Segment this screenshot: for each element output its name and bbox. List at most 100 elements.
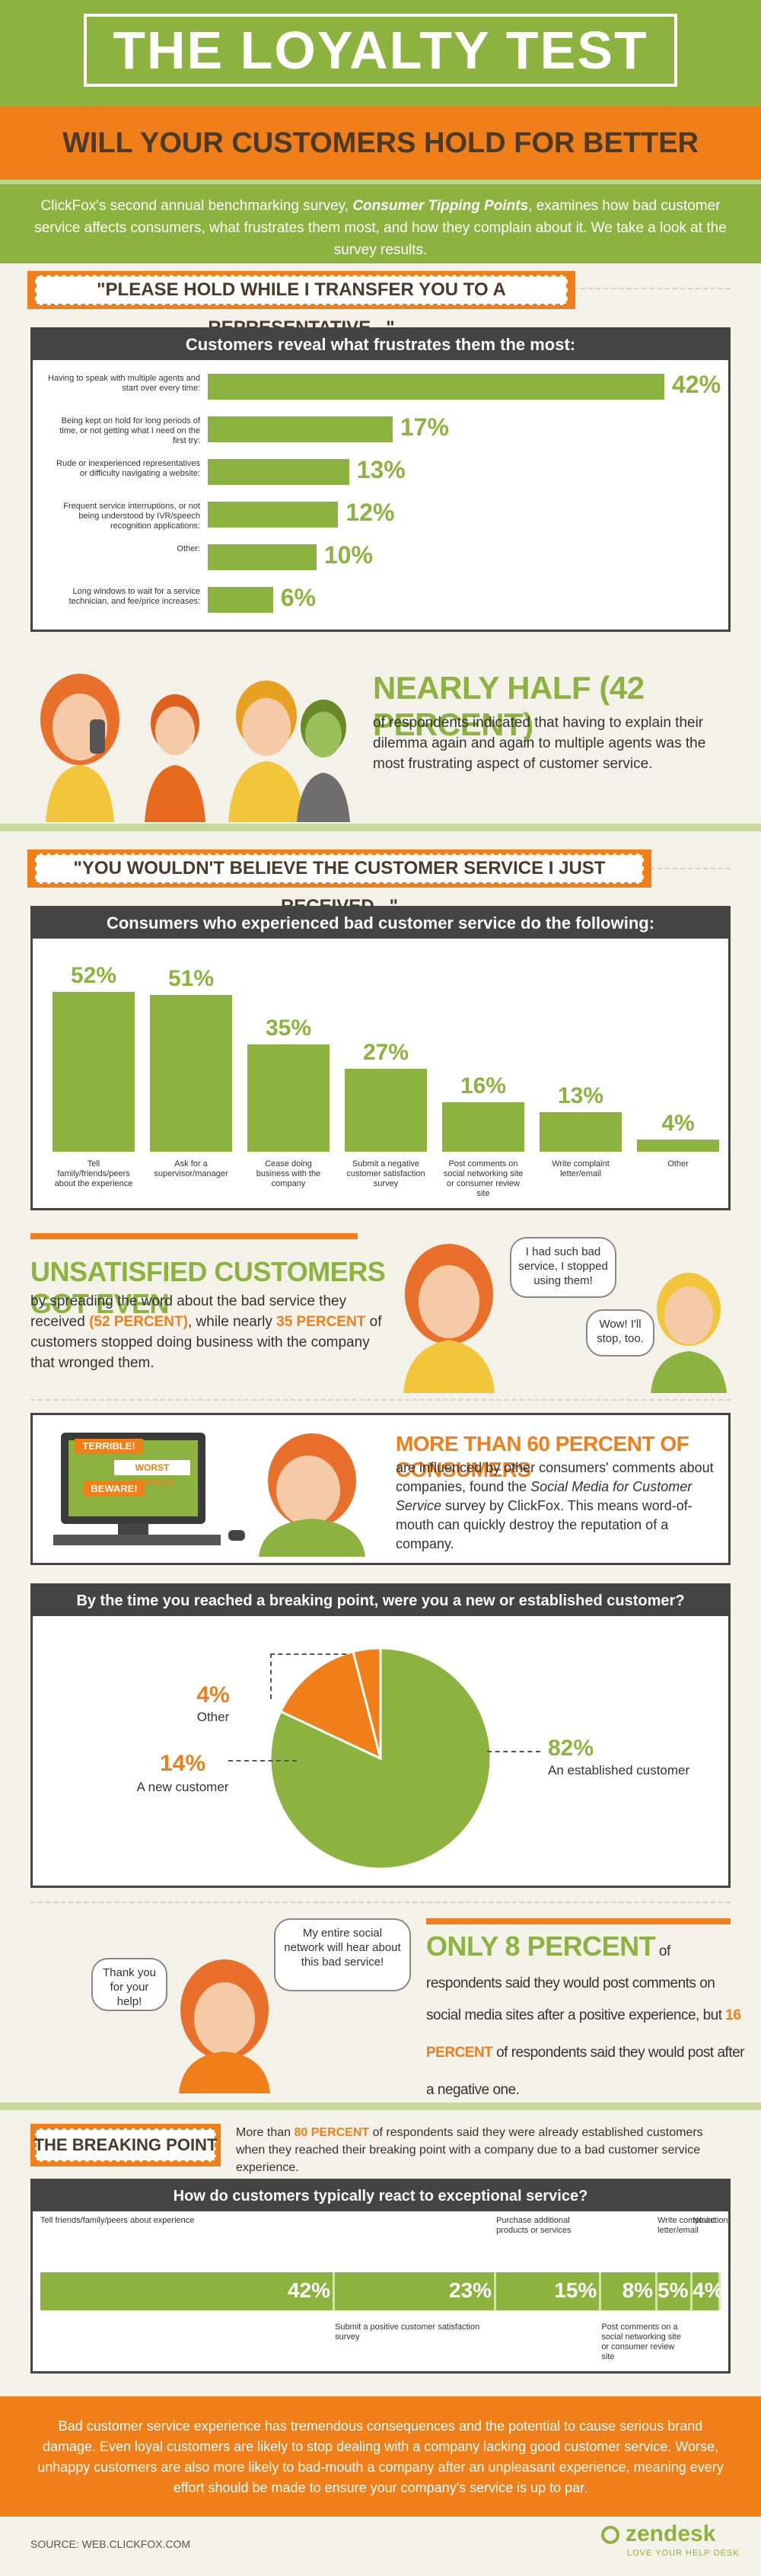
bar-category-label: Submit a positive customer satisfaction … [335, 2323, 480, 2342]
brand-tagline: LOVE YOUR HELP DESK [627, 2549, 740, 2558]
screen-label-terrible: TERRIBLE! [75, 1439, 143, 1454]
bar [53, 992, 135, 1152]
sixty-survey: Social Media for Customer Service [396, 1479, 693, 1513]
pie-label-other: Other [196, 1710, 230, 1724]
bar-label: Other: [177, 544, 200, 553]
unsatisfied-body2: , while nearly [187, 1314, 272, 1330]
footer-text: Bad customer service experience has trem… [37, 2418, 724, 2495]
bar-category-label: Purchase additional products or services [496, 2216, 572, 2235]
pie-chart [269, 1647, 492, 1870]
bar [247, 1044, 330, 1152]
bar [208, 544, 317, 570]
sixty-headline: MORE THAN 60 PERCENT OF CONSUMERS [396, 1432, 689, 1481]
bar-value-label: 13% [356, 456, 406, 483]
bar-value-label: 35% [265, 1015, 312, 1041]
bar-label: Long windows to wait for a service techn… [68, 587, 200, 606]
bar-value-label: 8% [622, 2278, 654, 2302]
sixty-post: survey by ClickFox. This means word-of-m… [396, 1498, 693, 1551]
unsatisfied-headline: UNSATISFIED CUSTOMERS GOT EVEN [30, 1256, 386, 1319]
bar-category-label: Write complaint letter/email [658, 2216, 715, 2235]
dashed-divider-3 [30, 1399, 731, 1401]
bar-value-label: 52% [70, 963, 117, 988]
bar-category-label: Submit a negative customer satisfaction … [346, 1159, 425, 1188]
sixty-text: are influenced by other consumers' comme… [396, 1459, 715, 1554]
leader-line-est [487, 1751, 540, 1752]
page-subtitle: WILL YOUR CUSTOMERS HOLD FOR BETTER SERV… [62, 127, 699, 232]
bar [345, 1068, 427, 1152]
bar-category-label: Post comments on a social networking sit… [601, 2323, 681, 2361]
call-center-illustration [23, 655, 350, 822]
pie-pct-other: 4% [196, 1682, 230, 1707]
reaction-panel: How do customers typically react to exce… [30, 2179, 731, 2374]
bar [540, 1111, 622, 1152]
bar-label: Having to speak with multiple agents and… [48, 374, 200, 393]
bar-label: Being kept on hold for long periods of t… [59, 416, 200, 445]
quote-banner-1: "PLEASE HOLD WHILE I TRANSFER YOU TO A R… [27, 271, 575, 338]
bar-label: Rude or inexperienced representatives or… [56, 459, 200, 478]
bar-value-label: 4% [693, 2278, 724, 2302]
eight-hl: 16 PERCENT [426, 2007, 741, 2061]
subtitle-band: WILL YOUR CUSTOMERS HOLD FOR BETTER SERV… [0, 107, 761, 232]
breaking-post: of respondents said they were already es… [236, 2126, 703, 2174]
screen-label-worst: WORST SERVICE! [114, 1460, 190, 1488]
section-divider [0, 824, 761, 831]
reaction-bar: 42% Tell friends/family/peers about exper… [33, 2211, 728, 2371]
unsatisfied-text: by spreading the word about the bad serv… [30, 1291, 388, 1373]
reaction-title: How do customers typically react to exce… [33, 2181, 728, 2211]
unsatisfied-body3: of customers stopped doing business with… [30, 1314, 382, 1371]
bar-value-label: 23% [449, 2278, 492, 2302]
speech-bubble-1: I had such bad service, I stopped using … [510, 1237, 616, 1298]
footer-band: Bad customer service experience has trem… [0, 2396, 761, 2517]
bad-service-bars: 52% Tell family/friends/peers about the e… [33, 939, 728, 1208]
bar-value-label: 5% [658, 2278, 689, 2302]
zendesk-logo-icon [601, 2526, 619, 2544]
leader-line-other [270, 1653, 346, 1655]
bar-value-label: 12% [345, 499, 395, 526]
unsatisfied-hl1: (52 PERCENT) [89, 1314, 188, 1330]
eight-body1: of respondents said they would post comm… [426, 1943, 726, 2023]
bad-service-chart: Consumers who experienced bad customer s… [30, 906, 731, 1210]
breaking-pre: More than [236, 2126, 295, 2139]
intro-band: ClickFox's second annual benchmarking su… [0, 180, 761, 263]
bar-segment [40, 2272, 336, 2310]
frustration-bars: Having to speak with multiple agents and… [33, 360, 728, 630]
pie-slice [352, 1647, 382, 1759]
section-divider-2 [0, 2103, 761, 2110]
nearly-half-text: of respondents indicated that having to … [373, 715, 706, 772]
unsatisfied-body1: by spreading the word about the bad serv… [30, 1293, 347, 1330]
bar [442, 1102, 524, 1152]
brand-name: zendesk [626, 2521, 716, 2546]
bar-value-label: 10% [323, 541, 373, 569]
leader-line-other-v [270, 1653, 272, 1699]
bar [208, 502, 339, 528]
page-title: THE LOYALTY TEST [113, 21, 648, 80]
bar-category-label: Ask for a supervisor/manager [154, 1159, 228, 1178]
breaking-point-tag: THE BREAKING POINT [30, 2124, 221, 2166]
pie-label-est: An established customer [548, 1763, 690, 1777]
bar-value-label: 17% [400, 413, 449, 441]
eight-body2: of respondents said they would post afte… [426, 2045, 745, 2098]
bar-category-label: Tell family/friends/peers about the expe… [54, 1159, 133, 1188]
pie-slice [279, 1650, 383, 1761]
bar-value-label: 51% [167, 966, 215, 992]
bar-label: Frequent service interruptions, or not b… [63, 502, 200, 531]
chart-title: Customers reveal what frustrates them th… [33, 330, 728, 360]
bar-category-label: No action [693, 2216, 728, 2225]
breaking-point-label: THE BREAKING POINT [33, 2135, 218, 2154]
bar-value-label: 42% [672, 371, 721, 398]
intro-post: , examines how bad customer service affe… [34, 198, 727, 258]
breaking-text: More than 80 PERCENT of respondents said… [236, 2124, 731, 2176]
pie-label-new: A new customer [136, 1780, 229, 1794]
dashed-divider-4 [30, 1902, 731, 1903]
eight-text: ONLY 8 PERCENT of respondents said they … [426, 1930, 746, 2101]
bar-value-label: 4% [661, 1110, 695, 1136]
bar [208, 416, 393, 442]
bar-value-label: 16% [460, 1073, 507, 1099]
frustration-chart: Customers reveal what frustrates them th… [30, 327, 731, 632]
unsatisfied-hl2: 35 PERCENT [276, 1314, 366, 1330]
bar-value-label: 13% [557, 1082, 604, 1108]
bar-category-label: Write complaint letter/email [552, 1159, 610, 1178]
bar-category-label: Post comments on social networking site … [443, 1159, 524, 1198]
intro-survey-name: Consumer Tipping Points [352, 198, 529, 214]
bar [208, 459, 349, 485]
